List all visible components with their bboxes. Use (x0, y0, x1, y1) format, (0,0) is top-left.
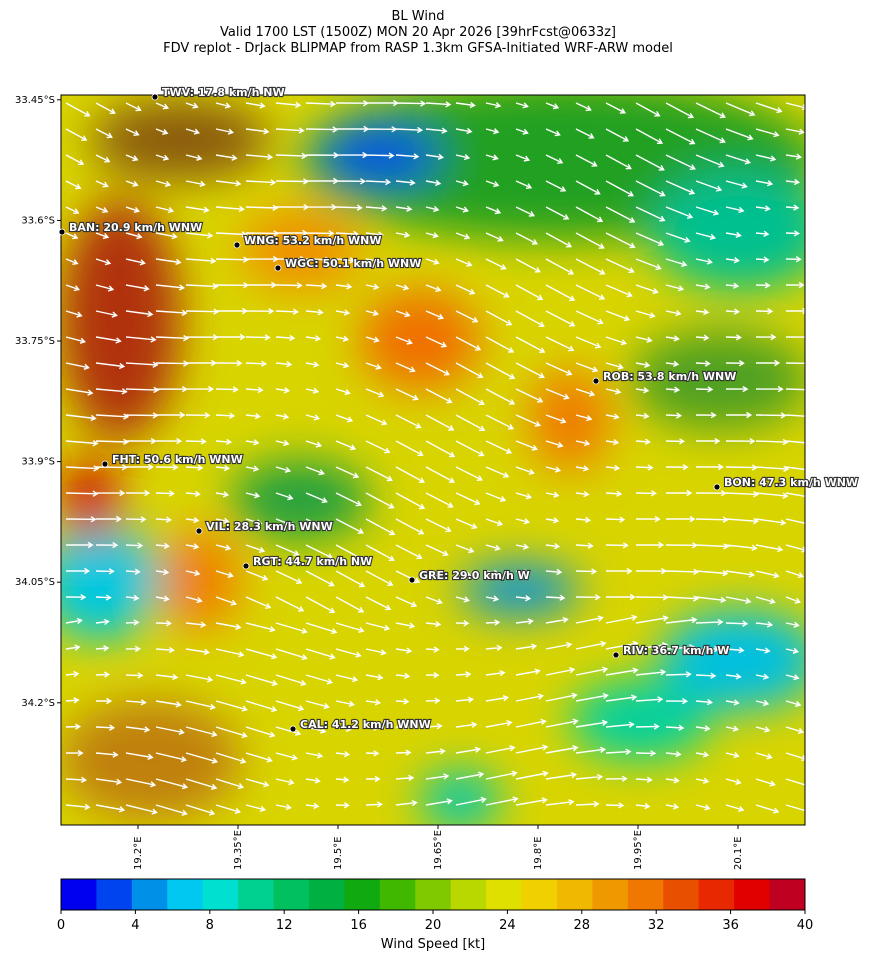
colorbar-bin (698, 879, 735, 910)
colorbar-bin (167, 879, 204, 910)
colorbar-tick-label: 16 (350, 918, 367, 933)
station-dot (274, 264, 282, 272)
x-tick-label: 20.1°E (733, 836, 744, 870)
colorbar-tick-label: 12 (276, 918, 293, 933)
station-dot (195, 527, 203, 535)
y-tick-label: 33.9°S (21, 457, 55, 468)
colorbar-bin (557, 879, 593, 910)
station-label: RIV: 36.7 km/h W (623, 644, 729, 657)
station-dot (101, 460, 109, 468)
station-dot (58, 228, 66, 236)
colorbar-bin (131, 879, 168, 910)
colorbar-bin (309, 879, 345, 910)
colorbar-bin (61, 879, 97, 910)
colorbar-tick-label: 24 (499, 918, 516, 933)
colorbar-bin (486, 879, 523, 910)
station-label: VIL: 28.3 km/h WNW (206, 520, 333, 533)
x-tick-label: 19.2°E (133, 836, 144, 870)
subtitle: FDV replot - DrJack BLIPMAP from RASP 1.… (163, 41, 673, 56)
y-tick-label: 33.75°S (15, 336, 55, 347)
y-tick-label: 34.05°S (15, 577, 55, 588)
title: BL Wind (392, 9, 445, 24)
colorbar-bin (202, 879, 239, 910)
x-tick-label: 19.5°E (333, 836, 344, 870)
station-label: RGT: 44.7 km/h NW (253, 555, 372, 568)
station-label: CAL: 41.2 km/h WNW (300, 718, 431, 731)
station-label: BON: 47.3 km/h WNW (724, 476, 858, 489)
station-dot (289, 725, 297, 733)
station-label: WGC: 50.1 km/h WNW (285, 257, 421, 270)
colorbar-bin (521, 879, 558, 910)
colorbar-tick-label: 0 (57, 918, 65, 933)
y-tick-label: 33.6°S (21, 215, 55, 226)
colorbar-tick-label: 4 (131, 918, 139, 933)
station-label: TWV: 17.8 km/h NW (162, 86, 285, 99)
station-label: BAN: 20.9 km/h WNW (69, 221, 202, 234)
x-tick-label: 19.8°E (533, 836, 544, 870)
colorbar-bin (450, 879, 487, 910)
station-dot (151, 93, 159, 101)
station-label: GRE: 29.0 km/h W (419, 569, 530, 582)
station-label: ROB: 53.8 km/h WNW (603, 370, 736, 383)
colorbar-tick-label: 8 (206, 918, 214, 933)
x-tick-label: 19.65°E (433, 830, 444, 870)
map-frame (60, 94, 806, 826)
colorbar-tick-label: 20 (425, 918, 442, 933)
colorbar-label: Wind Speed [kt] (381, 937, 485, 952)
colorbar-bin (238, 879, 275, 910)
station-dot (592, 377, 600, 385)
y-tick-label: 34.2°S (21, 698, 55, 709)
station-dot (233, 241, 241, 249)
colorbar-bin (769, 879, 806, 910)
colorbar-bin (273, 879, 310, 910)
station-dot (242, 562, 250, 570)
colorbar-bin (627, 879, 664, 910)
colorbar-tick-label: 32 (648, 918, 665, 933)
colorbar-tick-label: 40 (797, 918, 814, 933)
colorbar-bin (96, 879, 133, 910)
colorbar-tick-label: 28 (574, 918, 591, 933)
colorbar-bin (415, 879, 452, 910)
station-dot (408, 576, 416, 584)
map-background (61, 95, 805, 825)
x-tick-label: 19.95°E (633, 830, 644, 870)
x-tick-label: 19.35°E (233, 830, 244, 870)
colorbar-bin (344, 879, 381, 910)
subtitle: Valid 1700 LST (1500Z) MON 20 Apr 2026 [… (220, 25, 616, 40)
wind-arrows (65, 99, 805, 816)
y-tick-label: 33.45°S (15, 95, 55, 106)
colorbar-bin (734, 879, 771, 910)
colorbar-bin (379, 879, 416, 910)
station-dot (612, 651, 620, 659)
station-dot (713, 483, 721, 491)
station-label: FHT: 50.6 km/h WNW (112, 453, 243, 466)
station-label: WNG: 53.2 km/h WNW (244, 234, 382, 247)
colorbar-bin (592, 879, 629, 910)
colorbar-tick-label: 36 (722, 918, 739, 933)
colorbar-bin (663, 879, 700, 910)
